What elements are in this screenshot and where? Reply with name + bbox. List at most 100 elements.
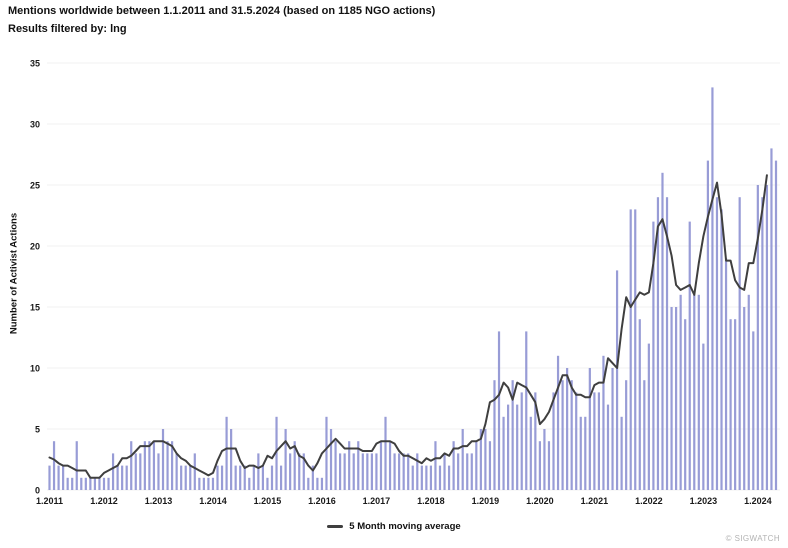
bar-month[interactable] — [634, 209, 637, 490]
bar-month[interactable] — [529, 416, 532, 490]
bar-month[interactable] — [743, 307, 746, 490]
bar-month[interactable] — [275, 416, 278, 490]
bar-month[interactable] — [134, 453, 137, 490]
bar-month[interactable] — [230, 429, 233, 490]
legend-item-moving-average[interactable]: 5 Month moving average — [349, 521, 461, 532]
bar-month[interactable] — [352, 453, 355, 490]
bar-month[interactable] — [161, 429, 165, 490]
bar-month[interactable] — [116, 465, 119, 490]
bar-month[interactable] — [675, 307, 678, 490]
bar-month[interactable] — [57, 465, 60, 490]
bar-month[interactable] — [734, 319, 737, 490]
bar-month[interactable] — [157, 453, 160, 490]
bar-month[interactable] — [597, 392, 601, 490]
bar-month[interactable] — [361, 453, 364, 490]
bar-month[interactable] — [538, 441, 541, 490]
bar-month[interactable] — [311, 465, 314, 490]
bar-month[interactable] — [516, 404, 519, 490]
bar-month[interactable] — [625, 380, 628, 490]
bar-month[interactable] — [320, 477, 324, 490]
bar-month[interactable] — [388, 441, 392, 490]
bar-month[interactable] — [357, 441, 360, 490]
bar-month[interactable] — [724, 258, 728, 490]
bar-month[interactable] — [48, 465, 51, 490]
bar-month[interactable] — [497, 331, 501, 490]
bar-month[interactable] — [334, 441, 337, 490]
bar-month[interactable] — [566, 368, 569, 490]
bar-month[interactable] — [502, 416, 505, 490]
bar-month[interactable] — [316, 477, 319, 490]
bar-month[interactable] — [80, 477, 83, 490]
bar-month[interactable] — [461, 429, 464, 490]
bar-month[interactable] — [770, 148, 773, 490]
bar-month[interactable] — [225, 416, 228, 490]
bar-month[interactable] — [507, 404, 510, 490]
bar-month[interactable] — [102, 477, 106, 490]
bar-month[interactable] — [470, 453, 473, 490]
bar-month[interactable] — [488, 441, 492, 490]
bar-month[interactable] — [257, 453, 260, 490]
bar-month[interactable] — [93, 477, 97, 490]
bar-month[interactable] — [620, 416, 623, 490]
bar-month[interactable] — [393, 453, 396, 490]
bar-month[interactable] — [348, 441, 351, 490]
bar-month[interactable] — [248, 477, 251, 490]
bar-month[interactable] — [184, 465, 187, 490]
bar-month[interactable] — [420, 465, 423, 490]
bar-month[interactable] — [588, 368, 591, 490]
bar-month[interactable] — [189, 465, 192, 490]
bar-month[interactable] — [711, 87, 714, 491]
bar-month[interactable] — [84, 477, 87, 490]
bar-month[interactable] — [429, 465, 433, 490]
bar-month[interactable] — [121, 465, 124, 490]
bar-month[interactable] — [425, 465, 428, 490]
bar-month[interactable] — [261, 465, 265, 490]
bar-month[interactable] — [366, 453, 369, 490]
bar-month[interactable] — [252, 465, 255, 490]
bar-month[interactable] — [552, 392, 555, 490]
bar-month[interactable] — [279, 465, 283, 490]
bar-month[interactable] — [593, 392, 596, 490]
bar-month[interactable] — [170, 441, 174, 490]
bar-month[interactable] — [702, 343, 705, 490]
bar-month[interactable] — [525, 331, 528, 490]
bar-month[interactable] — [443, 453, 446, 490]
bar-month[interactable] — [738, 197, 741, 490]
bar-month[interactable] — [706, 160, 709, 490]
bar-month[interactable] — [765, 185, 769, 490]
bar-month[interactable] — [547, 441, 551, 490]
bar-month[interactable] — [570, 380, 573, 490]
bar-month[interactable] — [166, 441, 169, 490]
bar-month[interactable] — [774, 160, 778, 490]
bar-month[interactable] — [152, 441, 156, 490]
bar-month[interactable] — [534, 392, 537, 490]
bar-month[interactable] — [715, 197, 719, 490]
bar-month[interactable] — [270, 465, 274, 490]
bar-month[interactable] — [302, 453, 305, 490]
bar-month[interactable] — [384, 416, 387, 490]
bar-month[interactable] — [579, 416, 582, 490]
bar-month[interactable] — [98, 477, 101, 490]
bar-month[interactable] — [697, 294, 700, 490]
bar-month[interactable] — [148, 441, 151, 490]
bar-month[interactable] — [493, 380, 496, 490]
bar-month[interactable] — [284, 429, 287, 490]
bar-month[interactable] — [438, 465, 442, 490]
bar-month[interactable] — [289, 453, 292, 490]
bar-month[interactable] — [125, 465, 128, 490]
bar-month[interactable] — [661, 172, 664, 491]
bar-month[interactable] — [747, 294, 750, 490]
bar-month[interactable] — [556, 355, 560, 490]
bar-month[interactable] — [575, 392, 578, 490]
bar-month[interactable] — [207, 477, 210, 490]
bar-month[interactable] — [688, 221, 691, 490]
bar-month[interactable] — [211, 477, 215, 490]
bar-month[interactable] — [202, 477, 205, 490]
bar-month[interactable] — [107, 477, 110, 490]
bar-month[interactable] — [325, 416, 328, 490]
bar-month[interactable] — [398, 453, 401, 490]
bar-month[interactable] — [761, 197, 764, 490]
bar-month[interactable] — [216, 465, 219, 490]
bar-month[interactable] — [175, 453, 178, 490]
bar-month[interactable] — [52, 441, 56, 490]
